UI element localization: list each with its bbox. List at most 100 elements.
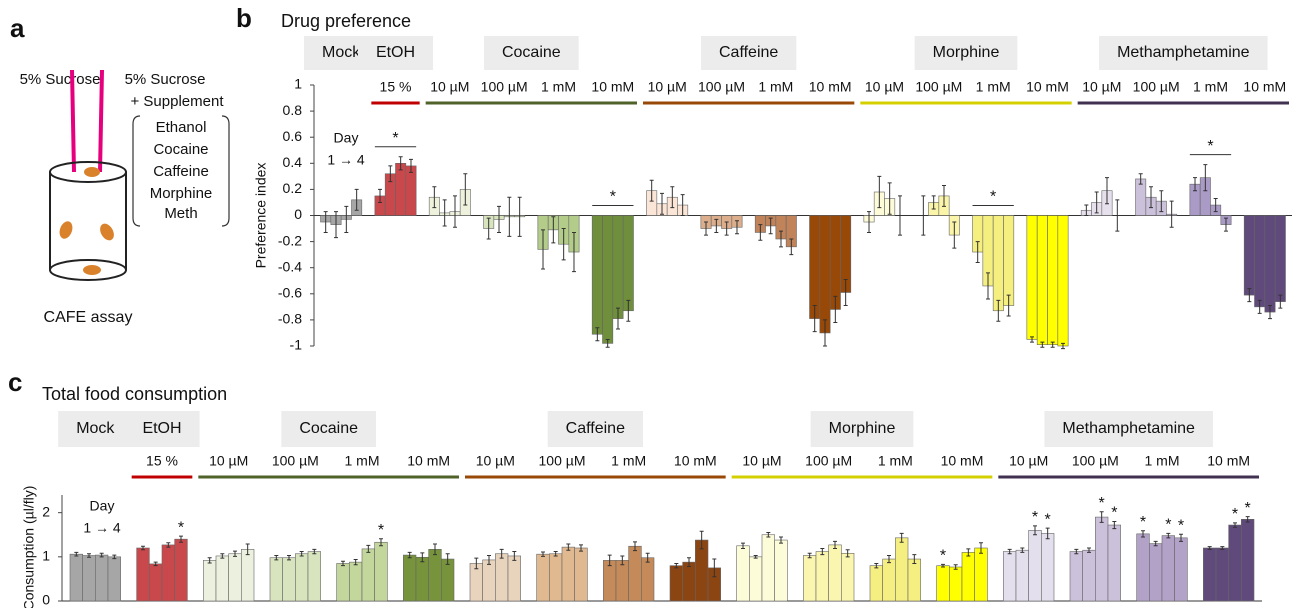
bar <box>749 557 762 601</box>
dose-label: 1 mM <box>1145 453 1180 469</box>
bar <box>829 545 842 601</box>
drug-name: Mock <box>76 420 115 437</box>
bar <box>1029 530 1042 601</box>
bar <box>816 552 829 601</box>
bar <box>149 564 162 601</box>
bar <box>337 563 350 601</box>
bar <box>1108 525 1121 601</box>
bar <box>241 549 254 601</box>
dose-label: 10 mM <box>1026 79 1069 95</box>
dose-label: 100 µM <box>805 453 852 469</box>
y-tick-label: 0 <box>294 206 302 222</box>
bar <box>1137 534 1150 601</box>
y-tick-label: 0.8 <box>283 102 303 118</box>
significance-star: * <box>1111 505 1117 522</box>
bar <box>349 562 362 601</box>
bar <box>441 559 454 601</box>
bar <box>537 554 550 601</box>
dose-label: 100 µM <box>698 79 745 95</box>
significance-star: * <box>1165 517 1171 534</box>
drug-name: Cocaine <box>502 44 561 61</box>
bar <box>737 546 750 601</box>
bar <box>1095 517 1108 601</box>
significance-star: * <box>1245 500 1251 517</box>
bar <box>362 549 375 601</box>
bar <box>895 538 908 601</box>
bar <box>908 559 921 601</box>
dose-label: 10 mM <box>1207 453 1250 469</box>
tube-label: 5% Sucrose <box>125 71 206 88</box>
drug-name: Mock <box>322 44 361 61</box>
panel-label: a <box>10 13 25 43</box>
supplement: Cocaine <box>153 141 208 158</box>
bar <box>1162 536 1175 601</box>
dose-label: 10 µM <box>209 453 248 469</box>
dose-label: 10 mM <box>407 453 450 469</box>
bar <box>508 556 521 601</box>
dose-label: 100 µM <box>1133 79 1180 95</box>
bar <box>641 558 654 601</box>
bar <box>1058 216 1068 347</box>
bar <box>175 539 188 601</box>
y-tick-label: 0.2 <box>283 180 303 196</box>
bar <box>162 545 175 601</box>
dose-label: 15 % <box>380 79 412 95</box>
bar <box>1275 216 1285 302</box>
bar <box>483 560 496 601</box>
dose-label: 10 mM <box>809 79 852 95</box>
bar <box>549 554 562 601</box>
panel-label: c <box>8 367 22 397</box>
significance-star: * <box>990 189 996 206</box>
bar <box>406 166 416 216</box>
significance-star: * <box>1140 514 1146 531</box>
bar <box>137 548 150 601</box>
drug-name: Morphine <box>933 44 1000 61</box>
bar <box>670 566 683 601</box>
bar <box>83 556 96 601</box>
y-tick-label: -0.8 <box>278 311 302 327</box>
dose-label: 100 µM <box>481 79 528 95</box>
bar <box>216 556 229 601</box>
drug-name: EtOH <box>142 420 181 437</box>
bar <box>1037 216 1047 345</box>
dose-label: 1 mM <box>878 453 913 469</box>
chart-title: Total food consumption <box>42 384 227 404</box>
bar <box>1027 216 1037 340</box>
bar <box>993 216 1003 311</box>
bar <box>883 559 896 601</box>
bar <box>1048 216 1058 345</box>
drug-name: EtOH <box>376 44 415 61</box>
dose-label: 10 µM <box>1009 453 1048 469</box>
y-tick-label: -0.4 <box>278 258 302 274</box>
dose-label: 1 mM <box>1193 79 1228 95</box>
bar <box>70 554 83 601</box>
bar <box>295 554 308 601</box>
bar <box>1041 533 1054 601</box>
bar <box>616 560 629 601</box>
dose-label: 1 mM <box>345 453 380 469</box>
bar <box>1265 216 1275 313</box>
day-range: 1 → 4 <box>327 152 365 168</box>
dose-label: 10 µM <box>1082 79 1121 95</box>
y-tick-label: 2 <box>42 503 50 519</box>
bar <box>603 560 616 601</box>
dose-label: 10 mM <box>674 453 717 469</box>
tube-label: 5% Sucrose <box>20 71 101 88</box>
dose-label: 100 µM <box>272 453 319 469</box>
bar <box>820 216 830 333</box>
drug-name: Morphine <box>829 420 896 437</box>
bar <box>95 555 108 601</box>
bar <box>841 553 854 601</box>
y-tick-label: 0.4 <box>283 154 303 170</box>
bar <box>683 562 696 601</box>
bar <box>937 566 950 601</box>
dose-label: 10 µM <box>742 453 781 469</box>
drug-name: Cocaine <box>299 420 358 437</box>
supplement: Morphine <box>150 185 213 202</box>
bar <box>575 548 588 601</box>
bar <box>629 546 642 601</box>
bar <box>1241 519 1254 601</box>
drug-name: Caffeine <box>566 420 625 437</box>
dose-label: 100 µM <box>915 79 962 95</box>
bar <box>803 556 816 601</box>
